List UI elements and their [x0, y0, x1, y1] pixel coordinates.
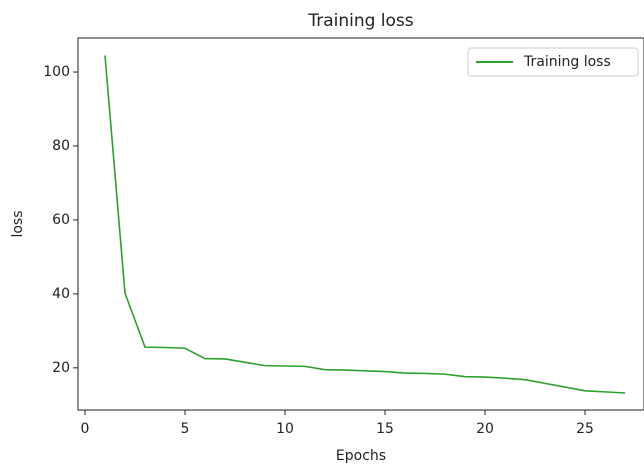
y-tick-label: 40 — [52, 286, 70, 302]
legend-box — [467, 47, 639, 77]
y-tick-label: 60 — [52, 212, 70, 228]
chart-title: Training loss — [307, 11, 413, 31]
x-axis-label: Epochs — [336, 448, 386, 464]
y-tick-label: 80 — [52, 138, 70, 154]
y-tick-label: 100 — [43, 64, 70, 80]
plot-area — [77, 37, 644, 411]
line-series — [104, 55, 626, 394]
y-axis-label: loss — [10, 210, 26, 237]
legend-label: Training loss — [523, 54, 611, 70]
x-tick-label: 15 — [376, 421, 394, 437]
x-tick-label: 5 — [181, 421, 190, 437]
y-tick-label: 20 — [52, 360, 70, 376]
x-tick-label: 10 — [276, 421, 294, 437]
x-tick-label: 25 — [576, 421, 594, 437]
x-tick-label: 0 — [81, 421, 90, 437]
x-tick-label: 20 — [476, 421, 494, 437]
